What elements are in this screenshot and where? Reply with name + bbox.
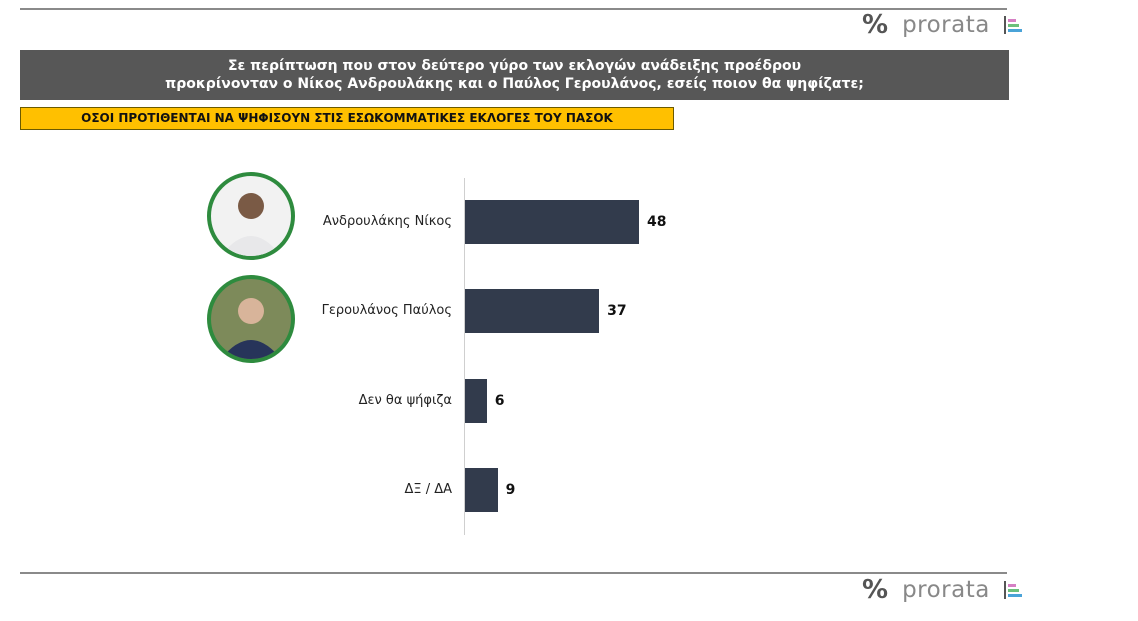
percent-icon: %: [862, 10, 889, 40]
avatar-geroulanos: [207, 275, 295, 363]
data-label: 48: [647, 214, 667, 230]
bar-2: [465, 378, 487, 423]
data-label: 9: [505, 481, 516, 498]
bar-0: [465, 200, 639, 244]
category-label: Γερουλάνος Παύλος: [321, 303, 452, 319]
top-rule: [20, 8, 1007, 10]
logo-bars-icon: [1003, 16, 1022, 34]
subtitle-banner: ΟΣΟΙ ΠΡΟΤΙΘΕΝΤΑΙ ΝΑ ΨΗΦΙΣΟΥΝ ΣΤΙΣ ΕΣΩΚΟΜ…: [20, 107, 674, 130]
logo-bars-icon: [1003, 581, 1022, 599]
brand-name: prorata: [902, 577, 990, 603]
percent-icon: %: [862, 575, 889, 605]
category-label: Δεν θα ψήφιζα: [358, 392, 452, 408]
y-axis-line: [464, 178, 465, 535]
brand-logo-bottom: % prorata: [862, 575, 1022, 605]
brand-logo: % prorata: [862, 10, 1022, 40]
bar-1: [465, 289, 600, 334]
bottom-rule: [20, 572, 1007, 574]
data-label: 37: [607, 303, 627, 320]
title-line-2: προκρίνονταν ο Νίκος Ανδρουλάκης και ο Π…: [165, 76, 864, 92]
bar-3: [465, 467, 498, 512]
category-label: ΔΞ / ΔΑ: [404, 481, 452, 497]
title-line-1: Σε περίπτωση που στον δεύτερο γύρο των ε…: [227, 58, 802, 74]
category-label: Ανδρουλάκης Νίκος: [322, 214, 452, 229]
chart-title: Σε περίπτωση που στον δεύτερο γύρο των ε…: [20, 50, 1009, 100]
data-label: 6: [494, 392, 505, 409]
avatar-androulakis: [207, 172, 295, 260]
brand-name: prorata: [902, 12, 990, 38]
